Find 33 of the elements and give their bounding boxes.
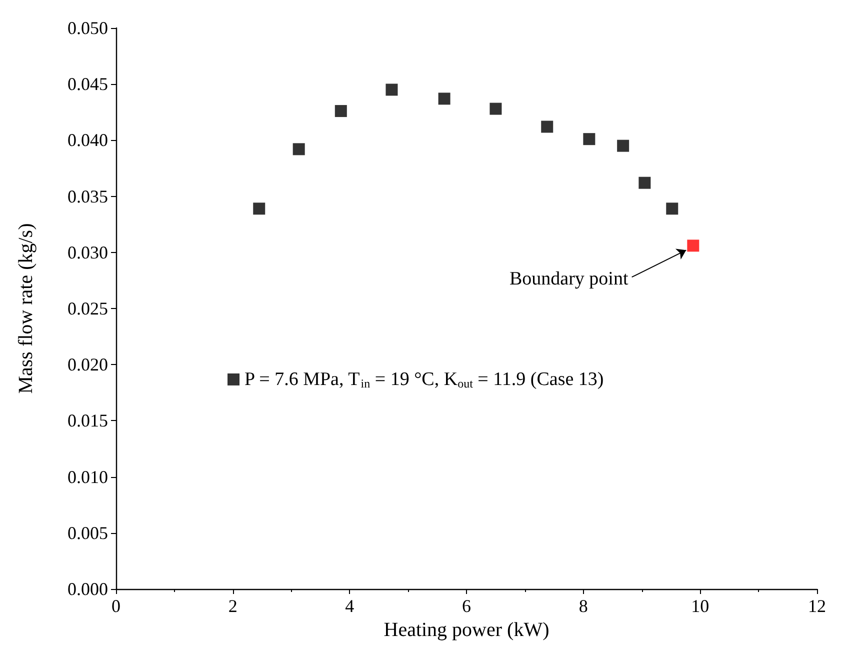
y-tick-label: 0.045 <box>68 74 108 94</box>
point <box>583 133 596 146</box>
point <box>687 240 700 252</box>
x-tick-label: 6 <box>462 596 471 616</box>
point <box>334 105 347 118</box>
y-tick-label: 0.040 <box>68 130 108 150</box>
annotation: Boundary point <box>509 268 629 290</box>
y-tick-label: 0.025 <box>68 298 108 318</box>
x-tick-label: 2 <box>228 596 238 616</box>
point <box>541 120 554 133</box>
y-tick-label: 0.005 <box>68 522 108 543</box>
y-axis-title: Mass flow rate (kg/s) <box>15 223 37 394</box>
y-tick-label: 0.050 <box>68 18 108 38</box>
point <box>490 102 502 115</box>
y-tick-label: 0.000 <box>68 579 108 599</box>
x-tick-label: 8 <box>578 596 588 616</box>
y-tick-label: 0.010 <box>68 466 108 487</box>
x-tick-label: 12 <box>808 596 826 616</box>
x-axis-title: Heating power (kW) <box>384 618 550 641</box>
x-tick-label: 0 <box>112 596 120 616</box>
y-tick-label: 0.020 <box>68 354 108 375</box>
x-tick-label: 4 <box>345 596 354 616</box>
y-tick-label: 0.030 <box>68 242 108 262</box>
point <box>617 140 630 152</box>
point <box>292 143 305 156</box>
y-tick-label: 0.015 <box>68 410 108 431</box>
point <box>666 202 678 215</box>
point <box>253 202 266 215</box>
point <box>638 176 651 189</box>
y-tick-label: 0.035 <box>68 186 108 206</box>
x-tick-label: 10 <box>691 596 710 616</box>
point <box>438 92 450 105</box>
point <box>386 84 398 96</box>
